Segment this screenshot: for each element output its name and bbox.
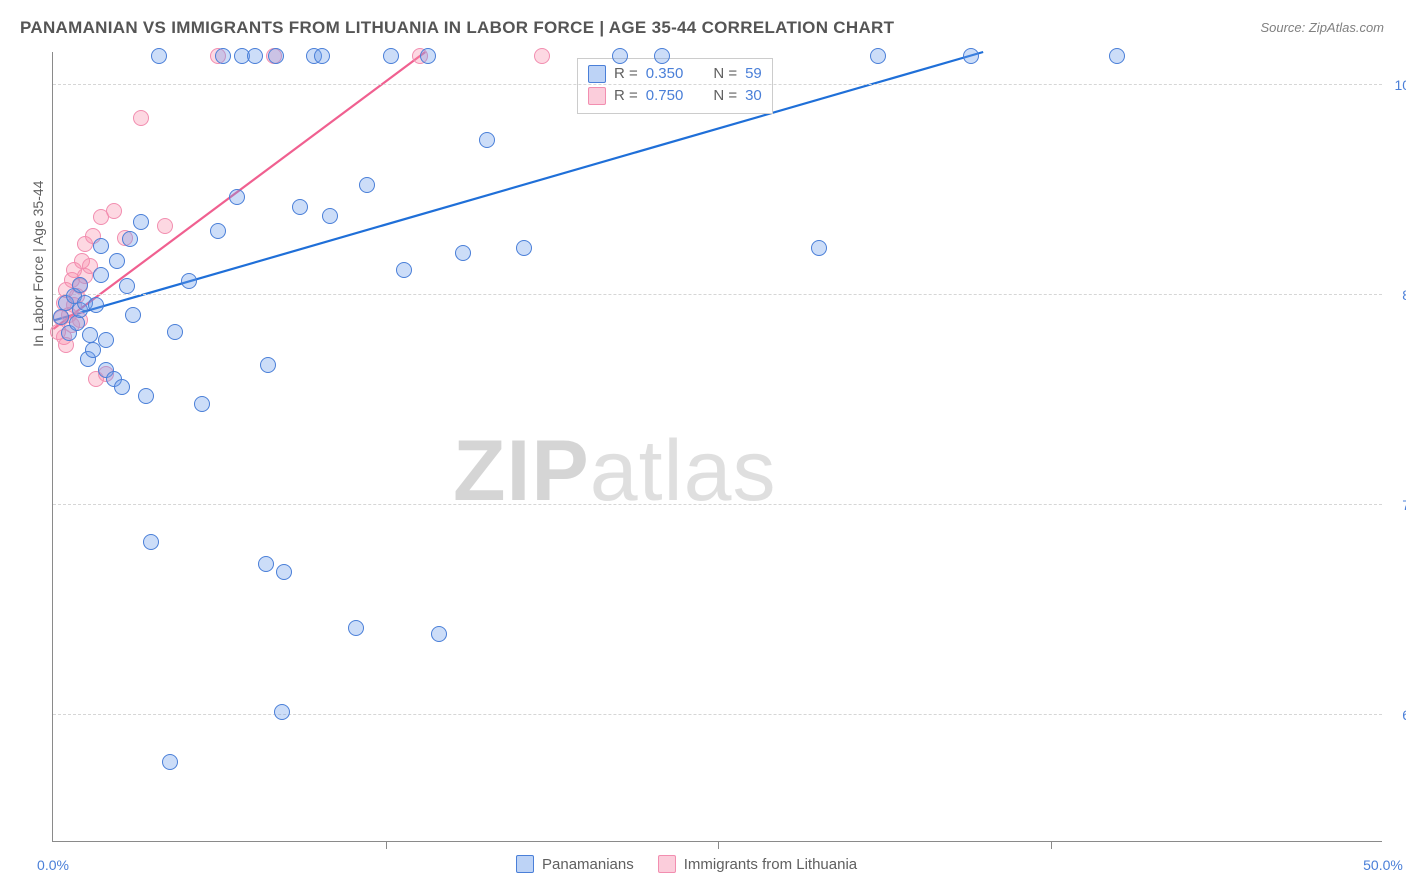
x-tick-label: 50.0% [1363, 857, 1403, 873]
x-minor-tick [386, 841, 387, 849]
scatter-point [106, 203, 122, 219]
scatter-point [143, 534, 159, 550]
y-tick-label: 100.0% [1387, 77, 1406, 93]
scatter-point [93, 267, 109, 283]
n-value-0: 59 [745, 63, 762, 85]
scatter-point [322, 208, 338, 224]
legend-label-0: Panamanians [542, 856, 634, 873]
legend-label-1: Immigrants from Lithuania [684, 856, 857, 873]
scatter-point [181, 273, 197, 289]
legend-item-0: Panamanians [516, 855, 634, 873]
scatter-point [215, 48, 231, 64]
swatch-pink-icon [658, 855, 676, 873]
scatter-point [167, 324, 183, 340]
scatter-point [82, 327, 98, 343]
n-value-1: 30 [745, 85, 762, 107]
scatter-point [348, 620, 364, 636]
swatch-blue-icon [516, 855, 534, 873]
scatter-point [93, 238, 109, 254]
scatter-point [455, 245, 471, 261]
scatter-point [125, 307, 141, 323]
scatter-point [516, 240, 532, 256]
gridline-h [53, 294, 1382, 295]
scatter-point [479, 132, 495, 148]
scatter-point [654, 48, 670, 64]
legend-item-1: Immigrants from Lithuania [658, 855, 857, 873]
scatter-point [258, 556, 274, 572]
scatter-point [268, 48, 284, 64]
gridline-h [53, 714, 1382, 715]
r-value-0: 0.350 [646, 63, 684, 85]
scatter-point [534, 48, 550, 64]
scatter-point [811, 240, 827, 256]
gridline-h [53, 84, 1382, 85]
scatter-point [133, 110, 149, 126]
scatter-point [162, 754, 178, 770]
scatter-point [138, 388, 154, 404]
legend-stats-row-1: R = 0.750 N = 30 [588, 85, 762, 107]
scatter-point [870, 48, 886, 64]
scatter-point [122, 231, 138, 247]
scatter-point [963, 48, 979, 64]
swatch-blue-icon [588, 65, 606, 83]
scatter-point [114, 379, 130, 395]
scatter-point [612, 48, 628, 64]
x-minor-tick [718, 841, 719, 849]
gridline-h [53, 504, 1382, 505]
scatter-point [72, 277, 88, 293]
scatter-point [133, 214, 149, 230]
scatter-point [151, 48, 167, 64]
chart-plot-area: ZIPatlas R = 0.350 N = 59 R = 0.750 N = … [52, 52, 1382, 842]
scatter-point [396, 262, 412, 278]
y-tick-label: 75.0% [1387, 497, 1406, 513]
scatter-point [119, 278, 135, 294]
chart-title: PANAMANIAN VS IMMIGRANTS FROM LITHUANIA … [20, 18, 894, 38]
scatter-point [276, 564, 292, 580]
scatter-point [1109, 48, 1125, 64]
scatter-point [88, 297, 104, 313]
r-label: R = [614, 85, 638, 107]
scatter-point [157, 218, 173, 234]
scatter-point [274, 704, 290, 720]
n-label: N = [713, 63, 737, 85]
scatter-point [229, 189, 245, 205]
scatter-point [194, 396, 210, 412]
regression-lines [53, 52, 1382, 841]
y-tick-label: 87.5% [1387, 287, 1406, 303]
r-label: R = [614, 63, 638, 85]
x-minor-tick [1051, 841, 1052, 849]
x-tick-label: 0.0% [37, 857, 69, 873]
scatter-point [247, 48, 263, 64]
y-tick-label: 62.5% [1387, 707, 1406, 723]
scatter-point [260, 357, 276, 373]
scatter-point [383, 48, 399, 64]
legend-stats: R = 0.350 N = 59 R = 0.750 N = 30 [577, 58, 773, 114]
swatch-pink-icon [588, 87, 606, 105]
source-label: Source: ZipAtlas.com [1260, 20, 1384, 35]
r-value-1: 0.750 [646, 85, 684, 107]
scatter-point [210, 223, 226, 239]
scatter-point [420, 48, 436, 64]
legend-stats-row-0: R = 0.350 N = 59 [588, 63, 762, 85]
scatter-point [314, 48, 330, 64]
scatter-point [109, 253, 125, 269]
y-axis-title: In Labor Force | Age 35-44 [30, 181, 46, 347]
n-label: N = [713, 85, 737, 107]
legend-series: Panamanians Immigrants from Lithuania [516, 855, 857, 873]
scatter-point [98, 332, 114, 348]
scatter-point [85, 342, 101, 358]
scatter-point [359, 177, 375, 193]
scatter-point [431, 626, 447, 642]
scatter-point [292, 199, 308, 215]
scatter-point [69, 315, 85, 331]
